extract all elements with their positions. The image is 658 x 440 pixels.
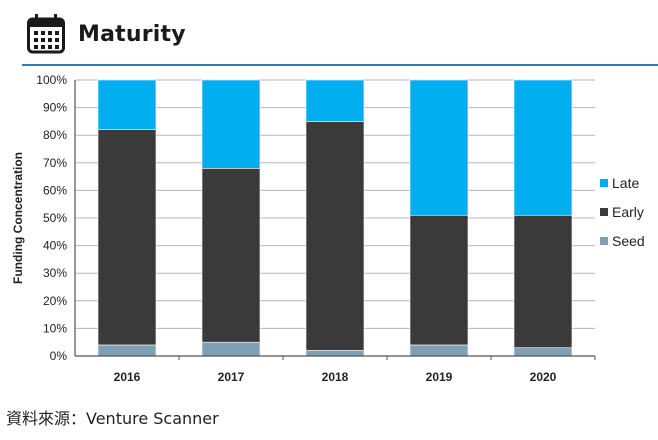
- bar-early-2019: [409, 214, 469, 346]
- chart-header: Maturity: [0, 0, 658, 66]
- bar-late-2019: [409, 79, 469, 216]
- source-note: 資料來源：Venture Scanner: [6, 409, 219, 428]
- legend: Late Early Seed: [600, 175, 645, 249]
- bar-early-2016: [97, 129, 157, 346]
- y-tick-label: 100%: [36, 73, 67, 87]
- y-tick-label: 30%: [43, 266, 67, 280]
- chart-title: Maturity: [78, 22, 186, 47]
- bar-late-2020: [513, 79, 573, 216]
- x-tick-label: 2020: [530, 370, 557, 384]
- axes: 0% 10% 20% 30% 40% 50% 60% 70% 80% 90% 100% 2016 201…: [36, 73, 596, 384]
- legend-swatch-late: [600, 179, 608, 187]
- bar-seed-2017: [201, 341, 261, 357]
- bar-early-2020: [513, 214, 573, 349]
- y-axis-title: Funding Concentration: [11, 152, 25, 284]
- x-tick-label: 2019: [426, 370, 453, 384]
- bar-late-2017: [201, 79, 261, 169]
- y-tick-label: 60%: [43, 183, 67, 197]
- y-tick-label: 0%: [50, 349, 68, 363]
- bar-seed-2016: [97, 344, 157, 357]
- legend-label-seed: Seed: [612, 233, 645, 249]
- bar-early-2018: [305, 121, 365, 351]
- bar-late-2018: [305, 79, 365, 122]
- legend-label-late: Late: [612, 175, 639, 191]
- x-tick-label: 2016: [114, 370, 141, 384]
- legend-swatch-early: [600, 208, 608, 216]
- y-tick-label: 70%: [43, 156, 67, 170]
- legend-label-early: Early: [612, 204, 644, 220]
- bars: [97, 79, 573, 357]
- bar-seed-2019: [409, 344, 469, 357]
- y-tick-label: 80%: [43, 128, 67, 142]
- bar-seed-2020: [513, 347, 573, 357]
- stacked-bar-chart: 0% 10% 20% 30% 40% 50% 60% 70% 80% 90% 100% 2016 201…: [11, 73, 645, 384]
- bar-early-2017: [201, 168, 261, 343]
- y-tick-label: 50%: [43, 211, 67, 225]
- legend-swatch-seed: [600, 237, 608, 245]
- y-tick-label: 20%: [43, 294, 67, 308]
- y-tick-label: 10%: [43, 321, 67, 335]
- y-tick-label: 90%: [43, 101, 67, 115]
- bar-seed-2018: [305, 350, 365, 357]
- x-tick-label: 2018: [322, 370, 349, 384]
- y-tick-label: 40%: [43, 239, 67, 253]
- header-divider: [22, 64, 658, 66]
- bar-late-2016: [97, 79, 157, 130]
- x-tick-label: 2017: [218, 370, 245, 384]
- calendar-icon: [27, 14, 65, 54]
